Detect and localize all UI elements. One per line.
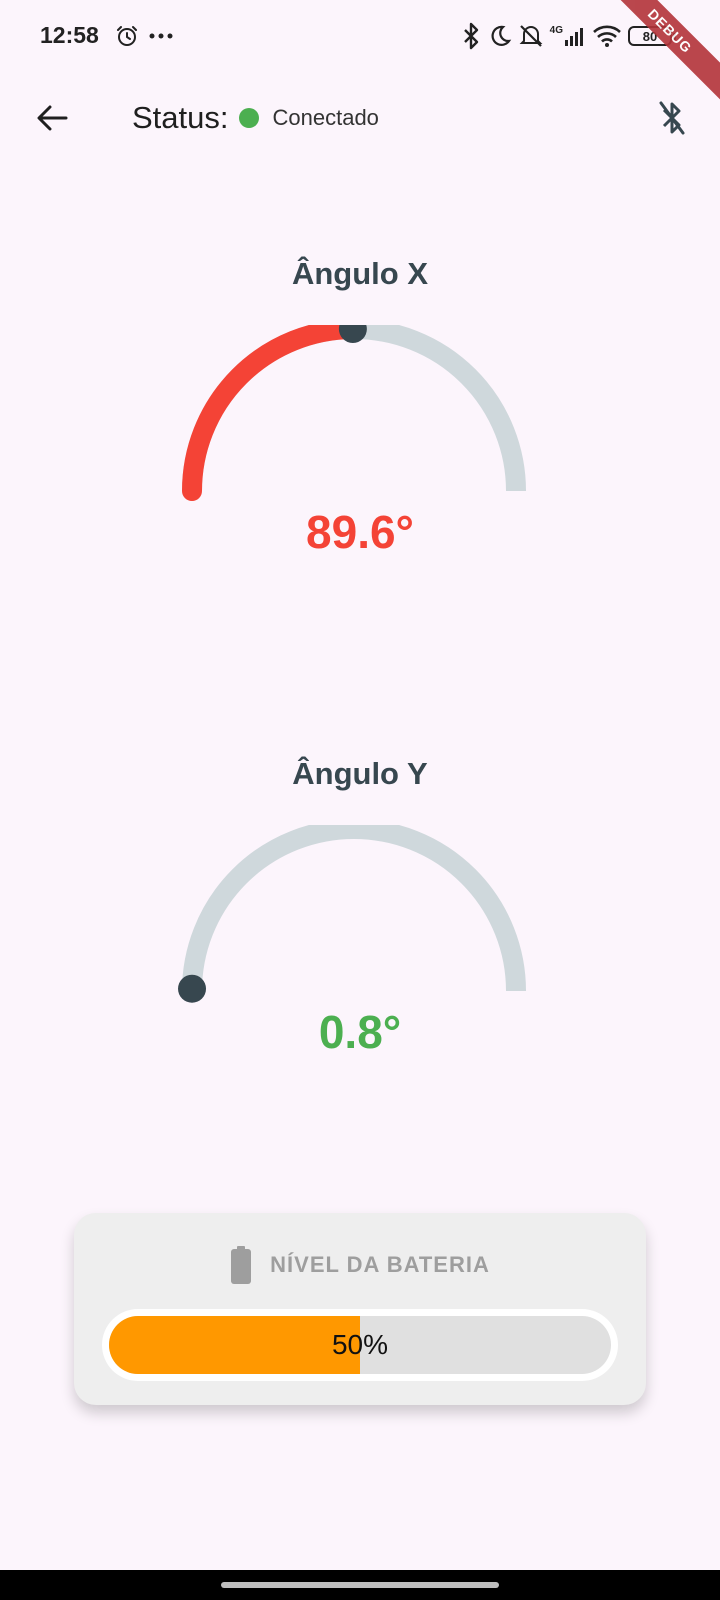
battery-title: NÍVEL DA BATERIA	[270, 1252, 490, 1277]
gauge-track	[182, 825, 526, 992]
connection-status: Status: Conectado	[132, 94, 379, 142]
status-indicator-dot	[238, 108, 259, 128]
muted-bell-icon	[518, 23, 544, 49]
bluetooth-status-icon	[462, 22, 482, 50]
battery-icon	[231, 1246, 252, 1284]
gauge-title: Ângulo Y	[292, 756, 428, 791]
battery-progress-bar: 50%	[102, 1309, 618, 1381]
app-bar: Status: Conectado	[0, 72, 720, 156]
system-status-bar: 12:58 4G 80 DEBUG	[0, 0, 720, 111]
battery-progress-fill	[109, 1316, 360, 1374]
gauge-arc	[178, 825, 526, 1003]
system-navigation-bar	[0, 1570, 720, 1600]
bluetooth-disconnect-button[interactable]	[648, 94, 696, 142]
gauge-angle-y: Ângulo Y 0.8°	[0, 740, 720, 1070]
gauge-knob	[178, 974, 207, 1003]
more-notifications-icon	[149, 32, 173, 40]
gauge-value: 0.8°	[318, 1006, 402, 1058]
status-text: Conectado	[272, 105, 379, 130]
back-button[interactable]	[28, 94, 76, 142]
gauge-angle-x: Ângulo X 89.6°	[0, 240, 720, 570]
battery-percent-text: 50%	[331, 1329, 389, 1360]
bluetooth-disabled-icon	[659, 101, 685, 135]
gauge-track	[182, 325, 526, 492]
gauge-progress-arc	[182, 325, 363, 501]
status-label: Status:	[132, 100, 229, 135]
mobile-signal-icon: 4G	[550, 25, 586, 47]
alarm-icon	[115, 24, 139, 48]
gauge-value: 89.6°	[306, 506, 414, 558]
gauge-knob	[338, 325, 367, 343]
gauge-arc	[182, 325, 526, 501]
do-not-disturb-moon-icon	[488, 24, 512, 48]
wifi-icon	[592, 24, 622, 48]
battery-level-card: NÍVEL DA BATERIA 50%	[74, 1213, 646, 1405]
status-time: 12:58	[40, 22, 99, 48]
battery-progress-track: 50%	[109, 1316, 611, 1374]
arrow-back-icon	[37, 105, 68, 131]
network-type-label: 4G	[549, 25, 563, 36]
gauge-title: Ângulo X	[291, 256, 429, 291]
home-gesture-handle[interactable]	[221, 1582, 499, 1588]
